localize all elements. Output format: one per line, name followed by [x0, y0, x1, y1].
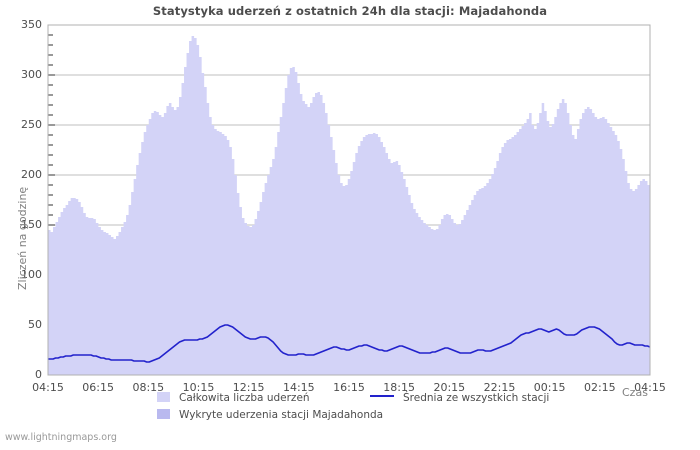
x-tick-label: 16:15 [333, 381, 365, 394]
legend-label-total: Całkowita liczba uderzeń [179, 392, 310, 404]
x-tick-label: 04:15 [634, 381, 666, 394]
legend-label-station: Wykryte uderzenia stacji Majadahonda [179, 409, 384, 421]
x-tick-label: 00:15 [533, 381, 566, 394]
y-tick-label: 350 [21, 18, 42, 31]
legend-item-average[interactable]: Średnia ze wszystkich stacji [370, 392, 549, 404]
x-tick-label: 02:15 [583, 381, 616, 394]
y-tick-label: 250 [21, 118, 42, 131]
x-tick-label: 06:15 [82, 381, 114, 394]
x-tick-label: 04:15 [32, 381, 64, 394]
x-tick-label: 20:15 [433, 381, 466, 394]
x-tick-label: 08:15 [132, 381, 165, 394]
footer-url: www.lightningmaps.org [5, 432, 117, 443]
x-axis-title: Czas [622, 386, 648, 399]
x-tick-label: 10:15 [182, 381, 215, 394]
legend-label-average: Średnia ze wszystkich stacji [403, 392, 550, 404]
y-tick-label: 100 [21, 268, 42, 281]
series-area-total [48, 36, 650, 375]
y-tick-label: 300 [21, 68, 42, 81]
chart-title: Statystyka uderzeń z ostatnich 24h dla s… [152, 4, 548, 18]
y-tick-label: 50 [28, 318, 42, 331]
x-tick-label: 18:15 [383, 381, 415, 394]
x-tick-label: 22:15 [483, 381, 516, 394]
y-tick-label: 200 [21, 168, 42, 181]
y-tick-label: 0 [35, 368, 42, 381]
chart-legend: Całkowita liczba uderzeń Wykryte uderzen… [0, 392, 700, 426]
series-line-average [48, 324, 651, 363]
y-tick-label: 150 [21, 218, 42, 231]
legend-item-station[interactable]: Wykryte uderzenia stacji Majadahonda [157, 409, 383, 421]
x-tick-label: 12:15 [232, 381, 265, 394]
legend-swatch-station-icon [157, 409, 170, 419]
legend-line-average-icon [370, 395, 394, 397]
legend-item-total[interactable]: Całkowita liczba uderzeń [157, 392, 310, 404]
legend-swatch-total-icon [157, 392, 170, 402]
plot-frame [47, 24, 651, 376]
series-area-station [48, 36, 650, 375]
y-axis-title: Zliczeń na godzinę [16, 186, 29, 290]
x-tick-label: 14:15 [282, 381, 315, 394]
